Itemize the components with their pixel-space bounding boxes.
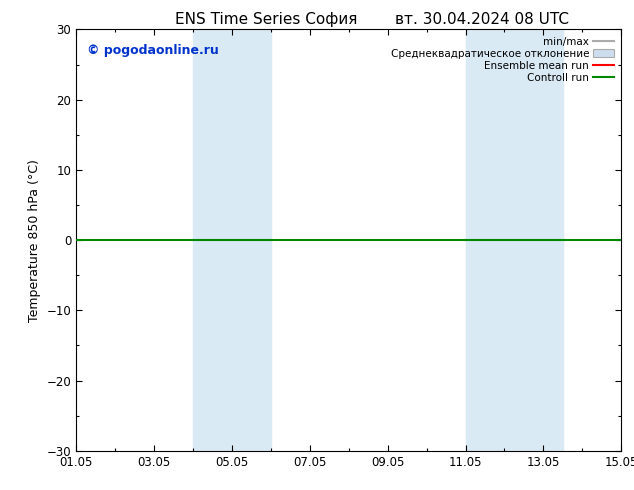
Text: ENS Time Series София: ENS Time Series София xyxy=(175,12,358,27)
Text: © pogodaonline.ru: © pogodaonline.ru xyxy=(87,44,219,57)
Bar xyxy=(193,29,271,451)
Legend: min/max, Среднеквадратическое отклонение, Ensemble mean run, Controll run: min/max, Среднеквадратическое отклонение… xyxy=(389,35,616,85)
Bar xyxy=(465,29,563,451)
Text: вт. 30.04.2024 08 UTC: вт. 30.04.2024 08 UTC xyxy=(395,12,569,27)
Y-axis label: Temperature 850 hPa (°C): Temperature 850 hPa (°C) xyxy=(28,159,41,321)
